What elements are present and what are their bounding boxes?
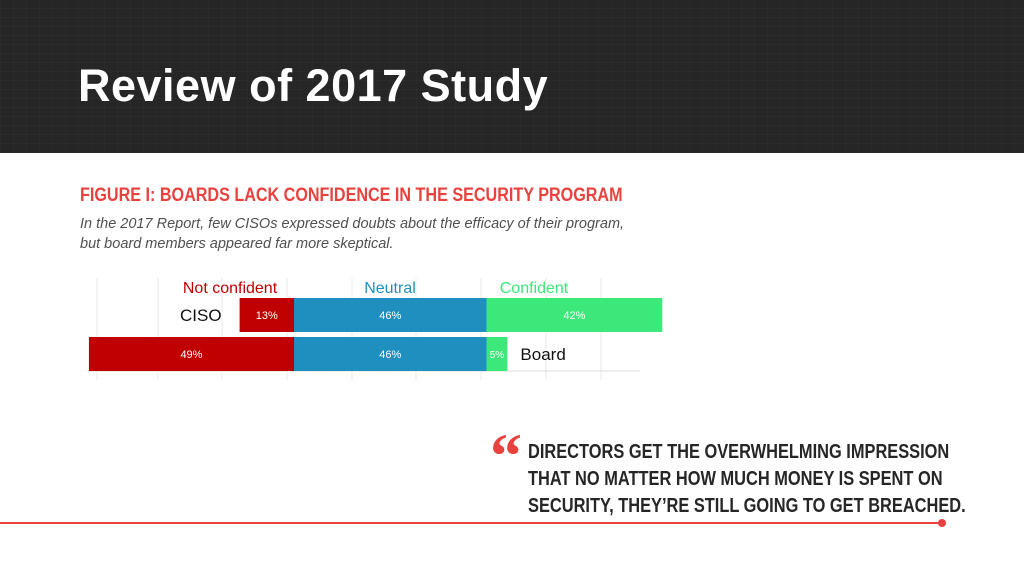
legend-label: Confident — [500, 280, 569, 297]
quote-line: SECURITY, THEY’RE STILL GOING TO GET BRE… — [528, 495, 966, 517]
bar-segment — [294, 337, 487, 371]
bar-segment — [88, 337, 294, 371]
pull-quote: DIRECTORS GET THE OVERWHELMING IMPRESSIO… — [528, 439, 966, 520]
legend-label: Neutral — [364, 280, 416, 297]
category-label: Board — [520, 345, 565, 364]
quote-line: THAT NO MATTER HOW MUCH MONEY IS SPENT O… — [528, 468, 943, 490]
footer-rule — [0, 522, 942, 524]
figure-subtitle: In the 2017 Report, few CISOs expressed … — [80, 214, 680, 254]
quote-line: DIRECTORS GET THE OVERWHELMING IMPRESSIO… — [528, 441, 950, 463]
slide-title: Review of 2017 Study — [78, 60, 549, 111]
category-label: CISO — [180, 306, 222, 325]
figure-title: FIGURE I: BOARDS LACK CONFIDENCE IN THE … — [80, 185, 623, 206]
bar-segment — [486, 298, 663, 332]
slide-header — [0, 0, 1024, 153]
data-label: 46% — [379, 310, 401, 322]
quote-mark-icon: “ — [490, 420, 522, 491]
figure-subtitle-line: but board members appeared far more skep… — [80, 236, 394, 252]
data-label: 46% — [379, 349, 401, 361]
footer-rule-dot — [938, 519, 946, 527]
bar-segment — [486, 337, 508, 371]
figure-subtitle-line: In the 2017 Report, few CISOs expressed … — [80, 216, 625, 232]
bar-segment — [294, 298, 487, 332]
data-label: 13% — [256, 310, 278, 322]
data-label: 5% — [490, 350, 505, 361]
bar-segment — [239, 298, 294, 332]
data-label: 42% — [563, 310, 585, 322]
data-label: 49% — [180, 349, 202, 361]
chart-labels: 13% 46% 42% CISO 49% 46% 5% Board Not confident N… — [180, 280, 586, 364]
chart-bars — [88, 298, 663, 371]
legend-label: Not confident — [183, 280, 278, 297]
